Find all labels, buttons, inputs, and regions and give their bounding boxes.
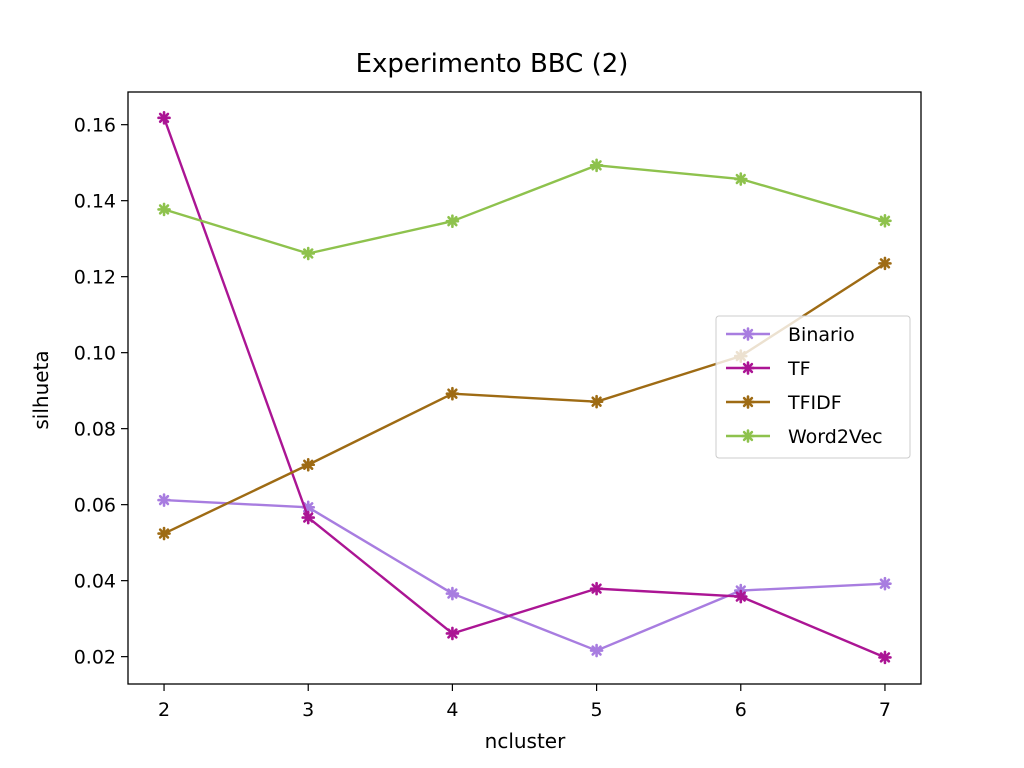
x-tick-label: 5: [591, 699, 603, 721]
data-point: [589, 643, 604, 658]
y-tick-label: 0.04: [74, 571, 116, 593]
data-point: [445, 626, 460, 641]
data-point: [157, 202, 171, 217]
y-tick-label: 0.16: [74, 115, 116, 137]
data-point: [733, 589, 748, 604]
data-point: [301, 246, 316, 261]
series-line: [163, 164, 886, 255]
data-point: [445, 586, 460, 601]
legend-item: Word2Vec: [726, 426, 883, 448]
data-point: [157, 493, 171, 507]
plot-frame: [127, 91, 922, 685]
legend-frame: [715, 315, 911, 459]
y-tick-label: 0.06: [74, 495, 116, 517]
legend-marker: [741, 361, 755, 375]
x-tick-label: 2: [158, 699, 170, 721]
y-tick-label: 0.02: [74, 647, 116, 669]
x-axis-title: ncluster: [485, 729, 566, 753]
data-point: [445, 386, 460, 401]
series-word2vec: [157, 158, 892, 261]
data-point: [157, 526, 171, 541]
y-axis-title: silhueta: [29, 350, 53, 429]
series-line: [163, 498, 886, 652]
data-point: [733, 172, 748, 186]
x-tick-label: 4: [446, 699, 458, 721]
data-point: [301, 457, 316, 472]
legend-marker: [741, 429, 755, 443]
data-point: [878, 256, 892, 271]
data-point: [878, 576, 892, 591]
legend-item: TFIDF: [726, 392, 842, 414]
y-tick-label: 0.10: [74, 343, 116, 365]
legend: Binario TF TFIDF Word2Vec: [715, 315, 911, 459]
chart-title: Experimento BBC (2): [356, 49, 629, 79]
data-point: [157, 111, 171, 125]
legend-item: TF: [726, 358, 811, 380]
data-point: [878, 214, 892, 228]
data-point: [589, 581, 604, 596]
data-point: [301, 510, 316, 525]
series-layer: [157, 111, 892, 665]
legend-item: Binario: [726, 324, 855, 346]
x-tick-label: 6: [735, 699, 747, 721]
y-tick-label: 0.12: [74, 267, 116, 289]
y-axis: 0.02 0.04 0.06 0.08 0.10 0.12 0.14 0.16: [74, 115, 128, 669]
y-tick-label: 0.14: [74, 191, 116, 213]
series-line: [162, 117, 886, 659]
x-tick-label: 7: [879, 699, 891, 721]
data-point: [445, 214, 460, 228]
legend-marker: [741, 395, 755, 409]
legend-label: Binario: [788, 324, 855, 346]
legend-label: TF: [787, 358, 811, 380]
legend-label: Word2Vec: [788, 426, 883, 448]
data-point: [589, 394, 604, 409]
legend-marker: [741, 327, 755, 341]
x-axis: 2 3 4 5 6 7: [158, 684, 891, 721]
series-tf: [157, 111, 892, 665]
y-tick-label: 0.08: [74, 419, 116, 441]
data-point: [589, 158, 604, 173]
x-tick-label: 3: [302, 699, 314, 721]
legend-label: TFIDF: [787, 392, 842, 414]
data-point: [878, 650, 892, 665]
